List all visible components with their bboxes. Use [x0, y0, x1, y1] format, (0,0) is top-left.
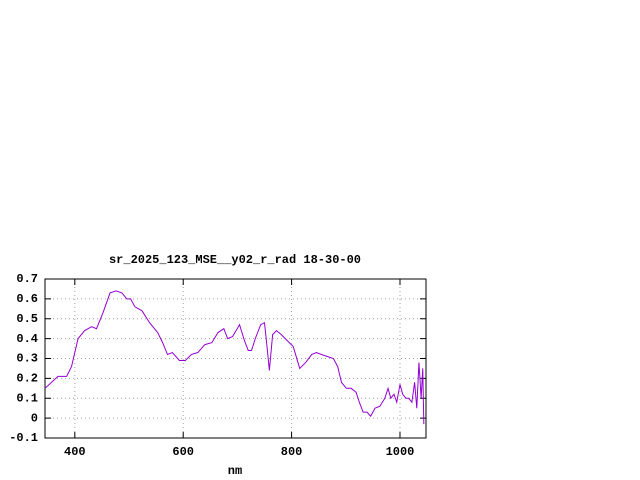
x-tick-label: 400: [64, 445, 86, 459]
x-tick-label: 1000: [386, 445, 415, 459]
x-axis-label: nm: [228, 464, 242, 478]
data-line: [44, 290, 425, 425]
y-tick-label: 0.4: [16, 332, 38, 346]
y-tick-label: -0.1: [9, 431, 38, 445]
y-tick-label: 0.6: [16, 292, 38, 306]
y-tick-label: 0.2: [16, 372, 38, 386]
y-tick-label: 0.3: [16, 352, 38, 366]
y-tick-label: 0: [31, 411, 38, 425]
x-tick-label: 600: [172, 445, 194, 459]
chart-title: sr_2025_123_MSE__y02_r_rad 18-30-00: [109, 253, 361, 267]
x-tick-label: 800: [281, 445, 303, 459]
plot-frame: [44, 278, 427, 439]
y-tick-label: 0.5: [16, 312, 38, 326]
y-tick-label: 0.7: [16, 272, 38, 286]
y-tick-label: 0.1: [16, 391, 38, 405]
